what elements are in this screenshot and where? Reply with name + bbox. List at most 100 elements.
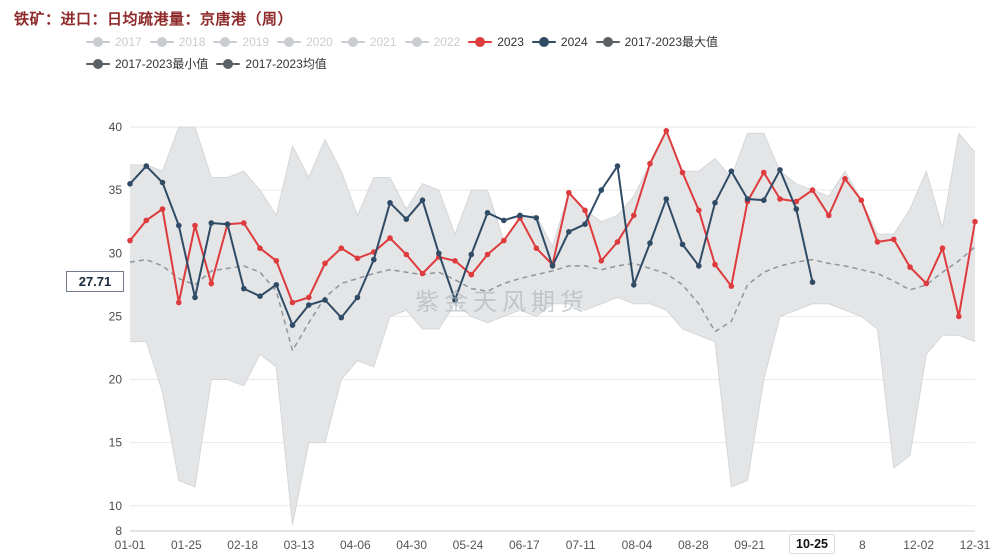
legend-item-2022[interactable]: 2022 bbox=[404, 36, 460, 48]
marker-2023[interactable] bbox=[614, 239, 621, 245]
marker-2023[interactable] bbox=[728, 283, 735, 289]
marker-2024[interactable] bbox=[549, 263, 556, 269]
marker-2023[interactable] bbox=[354, 255, 361, 262]
marker-2024[interactable] bbox=[159, 179, 166, 186]
marker-2023[interactable] bbox=[241, 220, 247, 226]
marker-2024[interactable] bbox=[289, 322, 296, 329]
marker-2024[interactable] bbox=[663, 196, 670, 202]
marker-2024[interactable] bbox=[257, 293, 263, 300]
marker-2024[interactable] bbox=[273, 282, 280, 288]
marker-2023[interactable] bbox=[809, 187, 816, 193]
marker-2023[interactable] bbox=[956, 313, 962, 320]
marker-2024[interactable] bbox=[761, 197, 767, 203]
marker-2024[interactable] bbox=[679, 241, 686, 248]
marker-2024[interactable] bbox=[744, 196, 751, 202]
legend-item-2018[interactable]: 2018 bbox=[149, 36, 205, 48]
marker-2023[interactable] bbox=[891, 236, 897, 243]
marker-2023[interactable] bbox=[501, 237, 507, 244]
marker-2023[interactable] bbox=[631, 212, 637, 219]
marker-2024[interactable] bbox=[241, 285, 247, 292]
marker-2023[interactable] bbox=[907, 264, 913, 270]
marker-2023[interactable] bbox=[566, 189, 572, 196]
marker-2023[interactable] bbox=[793, 198, 800, 205]
marker-2023[interactable] bbox=[712, 261, 718, 268]
marker-2023[interactable] bbox=[273, 258, 280, 264]
marker-2023[interactable] bbox=[842, 176, 848, 182]
marker-2023[interactable] bbox=[257, 245, 263, 251]
marker-2024[interactable] bbox=[387, 200, 393, 206]
marker-2024[interactable] bbox=[371, 256, 377, 263]
marker-2023[interactable] bbox=[403, 251, 410, 258]
marker-2023[interactable] bbox=[176, 299, 182, 306]
marker-2023[interactable] bbox=[452, 258, 458, 264]
marker-2023[interactable] bbox=[127, 237, 133, 244]
marker-2023[interactable] bbox=[208, 280, 215, 287]
marker-2024[interactable] bbox=[468, 251, 475, 258]
marker-2024[interactable] bbox=[322, 297, 328, 303]
marker-2024[interactable] bbox=[566, 229, 572, 235]
marker-2023[interactable] bbox=[598, 258, 605, 264]
marker-2024[interactable] bbox=[631, 282, 637, 288]
legend-item-2019[interactable]: 2019 bbox=[213, 36, 269, 48]
marker-2024[interactable] bbox=[533, 215, 540, 221]
marker-2023[interactable] bbox=[874, 239, 881, 245]
marker-2024[interactable] bbox=[306, 302, 312, 308]
marker-2024[interactable] bbox=[484, 210, 491, 216]
legend-item-2023[interactable]: 2023 bbox=[468, 36, 524, 48]
legend-item-2020[interactable]: 2020 bbox=[277, 36, 333, 48]
marker-2023[interactable] bbox=[419, 270, 426, 277]
marker-2023[interactable] bbox=[972, 218, 978, 225]
marker-2023[interactable] bbox=[939, 245, 946, 251]
legend-item-2017[interactable]: 2017 bbox=[86, 36, 142, 48]
marker-2024[interactable] bbox=[419, 197, 426, 203]
marker-2024[interactable] bbox=[127, 181, 133, 187]
marker-2023[interactable] bbox=[533, 245, 540, 251]
legend-item-2017-2023最大值[interactable]: 2017-2023最大值 bbox=[595, 36, 718, 48]
marker-2024[interactable] bbox=[696, 263, 702, 269]
marker-2023[interactable] bbox=[484, 251, 491, 258]
marker-2023[interactable] bbox=[761, 169, 767, 176]
marker-2024[interactable] bbox=[354, 294, 361, 301]
marker-2023[interactable] bbox=[858, 197, 865, 203]
marker-2024[interactable] bbox=[436, 250, 442, 257]
marker-2023[interactable] bbox=[289, 299, 296, 306]
legend-item-2021[interactable]: 2021 bbox=[340, 36, 397, 48]
marker-2024[interactable] bbox=[208, 220, 215, 226]
marker-2024[interactable] bbox=[338, 314, 345, 321]
legend-item-2017-2023最小值[interactable]: 2017-2023最小值 bbox=[86, 58, 208, 70]
marker-2024[interactable] bbox=[501, 217, 507, 224]
marker-2023[interactable] bbox=[777, 196, 783, 202]
legend-item-2024[interactable]: 2024 bbox=[531, 36, 588, 48]
marker-2024[interactable] bbox=[192, 294, 198, 301]
marker-2024[interactable] bbox=[224, 221, 231, 227]
marker-2023[interactable] bbox=[679, 169, 686, 176]
marker-2023[interactable] bbox=[923, 280, 930, 287]
marker-2024[interactable] bbox=[452, 297, 458, 303]
marker-2024[interactable] bbox=[712, 200, 718, 206]
marker-2024[interactable] bbox=[777, 167, 783, 173]
marker-2024[interactable] bbox=[614, 163, 621, 169]
marker-2023[interactable] bbox=[143, 217, 150, 224]
marker-2023[interactable] bbox=[192, 222, 198, 229]
marker-2023[interactable] bbox=[696, 207, 702, 214]
marker-2024[interactable] bbox=[598, 187, 605, 193]
marker-2024[interactable] bbox=[809, 279, 816, 286]
marker-2024[interactable] bbox=[647, 240, 653, 246]
marker-2023[interactable] bbox=[826, 212, 832, 219]
marker-2023[interactable] bbox=[338, 245, 345, 251]
marker-2023[interactable] bbox=[647, 160, 653, 167]
marker-2023[interactable] bbox=[468, 271, 475, 278]
marker-2023[interactable] bbox=[159, 206, 166, 212]
marker-2023[interactable] bbox=[322, 260, 328, 267]
marker-2024[interactable] bbox=[517, 212, 523, 219]
marker-2023[interactable] bbox=[582, 207, 588, 214]
marker-2024[interactable] bbox=[176, 222, 182, 229]
marker-2023[interactable] bbox=[663, 128, 670, 134]
marker-2023[interactable] bbox=[306, 294, 312, 301]
marker-2024[interactable] bbox=[582, 221, 588, 227]
marker-2024[interactable] bbox=[403, 216, 410, 222]
legend-item-2017-2023均值[interactable]: 2017-2023均值 bbox=[216, 58, 327, 70]
marker-2023[interactable] bbox=[387, 235, 393, 241]
marker-2024[interactable] bbox=[143, 163, 150, 169]
